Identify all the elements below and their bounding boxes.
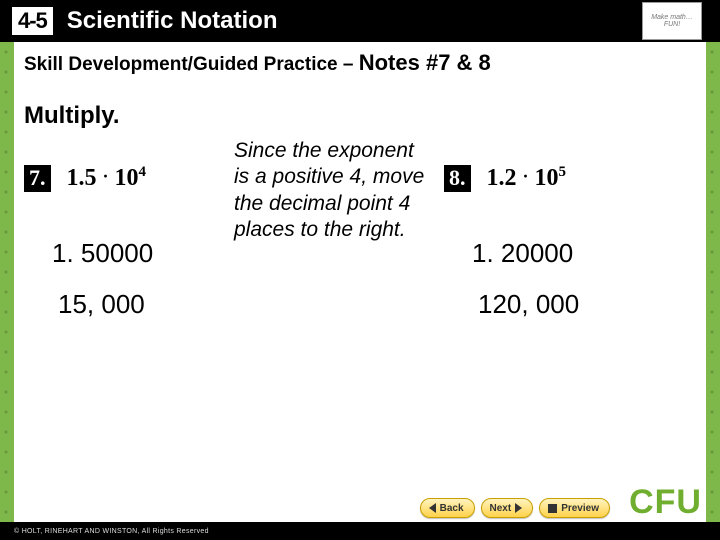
problem-8-step1: 1. 20000 (472, 238, 674, 269)
problem-7-step1: 1. 50000 (52, 238, 234, 269)
back-label: Back (440, 503, 464, 514)
p7-op: · (103, 166, 109, 186)
subtitle-lead: Skill Development/Guided Practice (24, 54, 338, 75)
logo-sticker: Make math… FUN! (642, 2, 702, 40)
p7-base: 10 (115, 165, 139, 191)
preview-button[interactable]: Preview (539, 498, 610, 518)
problem-8-number: 8. (444, 165, 471, 192)
preview-label: Preview (561, 503, 599, 514)
nav-bar: Back Next Preview (420, 498, 610, 518)
p7-a: 1.5 (67, 165, 97, 191)
instruction: Multiply. (24, 102, 696, 130)
problem-7-answer: 15, 000 (58, 289, 234, 320)
right-border-pattern (706, 42, 720, 522)
p8-op: · (523, 166, 529, 186)
problem-8-answer: 120, 000 (478, 289, 674, 320)
left-border-pattern (0, 42, 14, 522)
problem-7: 7. 1.5 · 104 (24, 164, 234, 192)
cfu-label: CFU (629, 483, 702, 522)
content-area: Skill Development/Guided Practice – Note… (24, 50, 696, 480)
back-icon (429, 503, 436, 513)
problem-7-number: 7. (24, 165, 51, 192)
next-button[interactable]: Next (481, 498, 534, 518)
footer-bar: © HOLT, RINEHART AND WINSTON, All Rights… (0, 522, 720, 540)
header-bar: 4-5 Scientific Notation Make math… FUN! (0, 0, 720, 42)
problem-7-expr: 1.5 · 104 (67, 164, 147, 192)
back-button[interactable]: Back (420, 498, 475, 518)
subtitle-dash: – (338, 54, 359, 75)
p8-a: 1.2 (487, 165, 517, 191)
p7-exp: 4 (139, 164, 147, 180)
column-problem-7: 7. 1.5 · 104 1. 50000 15, 000 (24, 136, 234, 320)
lesson-title: Scientific Notation (67, 7, 278, 35)
subtitle-notes: Notes #7 & 8 (359, 50, 491, 75)
explanation-text: Since the exponent is a positive 4, move… (234, 138, 434, 243)
subtitle: Skill Development/Guided Practice – Note… (24, 50, 696, 76)
next-label: Next (490, 503, 512, 514)
preview-icon (548, 504, 557, 513)
next-icon (515, 503, 522, 513)
footer-text: © HOLT, RINEHART AND WINSTON, All Rights… (14, 528, 209, 535)
problem-8: 8. 1.2 · 105 (444, 164, 674, 192)
p8-exp: 5 (559, 164, 567, 180)
problem-8-expr: 1.2 · 105 (487, 164, 567, 192)
course-badge: 4-5 (12, 7, 53, 35)
column-explain: Since the exponent is a positive 4, move… (234, 136, 434, 320)
column-problem-8: 8. 1.2 · 105 1. 20000 120, 000 (434, 136, 674, 320)
p8-base: 10 (535, 165, 559, 191)
